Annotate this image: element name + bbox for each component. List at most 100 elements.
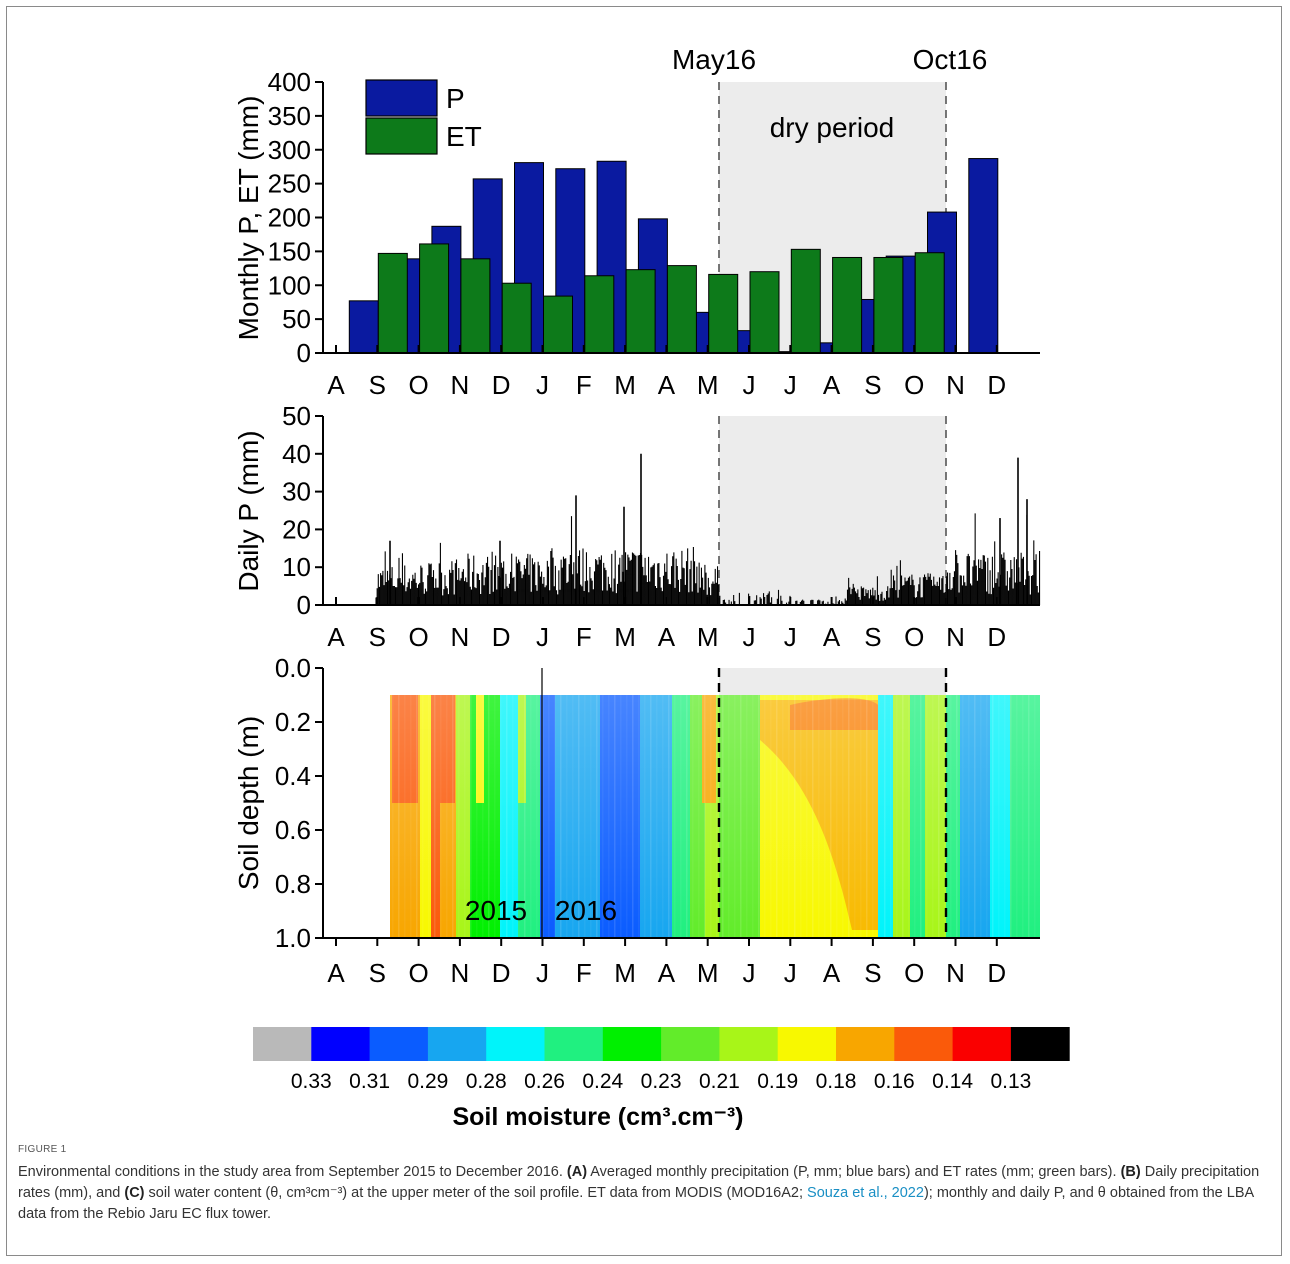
bar-et (708, 273, 739, 354)
bar-et (790, 248, 821, 354)
colorbar-tick-label: 0.24 (582, 1070, 623, 1093)
x-tick-label: S (369, 622, 386, 652)
x-tick-label: O (408, 622, 428, 652)
x-tick-label: O (408, 370, 428, 400)
colorbar: 0.33 0.31 0.29 0.28 0.26 0.24 0.23 0.21 0.19 0.18… (253, 1027, 1070, 1131)
y-tick-label: 400 (268, 67, 311, 97)
bar-et (377, 252, 408, 354)
caption-sentence-2: Averaged monthly precipitation (P, mm; b… (587, 1164, 1121, 1180)
bar-et (625, 269, 656, 354)
figure-caption: Environmental conditions in the study ar… (18, 1162, 1268, 1225)
colorbar-cell (661, 1027, 720, 1061)
x-tick-label: D (492, 622, 511, 652)
colorbar-cell (894, 1027, 954, 1061)
x-tick-label: M (697, 622, 719, 652)
x-tick-label: F (576, 370, 592, 400)
bar-et (873, 256, 904, 354)
y-tick-label: 0.4 (275, 761, 311, 791)
x-tick-label: J (784, 622, 797, 652)
dry-period-shade-b (719, 416, 946, 605)
dry-period-shade-c (719, 668, 946, 695)
dry-period-end-label: Oct16 (913, 44, 988, 75)
caption-sentence-1: Environmental conditions in the study ar… (18, 1164, 567, 1180)
x-tick-label: A (327, 622, 345, 652)
legend-p-swatch (365, 79, 438, 117)
y-tick-label: 300 (268, 135, 311, 165)
x-tick-label: A (823, 370, 841, 400)
figure-frame (6, 6, 1282, 1256)
x-tick-label: J (536, 622, 549, 652)
dry-period-label: dry period (770, 112, 895, 143)
x-tick-label: J (536, 958, 549, 988)
colorbar-tick-label: 0.23 (641, 1070, 682, 1093)
colorbar-tick-label: 0.18 (816, 1070, 857, 1093)
x-tick-label: S (864, 958, 881, 988)
x-tick-label: J (784, 958, 797, 988)
colorbar-cell (253, 1027, 312, 1061)
colorbar-tick-label: 0.28 (466, 1070, 507, 1093)
x-tick-label: M (614, 622, 636, 652)
x-tick-label: O (904, 622, 924, 652)
daily-bars (375, 453, 1041, 605)
y-tick-label: 50 (282, 401, 311, 431)
depth-shading (390, 695, 1040, 938)
colorbar-tick-label: 0.31 (349, 1070, 390, 1093)
panel-b-y-axis-label: Daily P (mm) (233, 430, 264, 591)
colorbar-cells (253, 1027, 1070, 1061)
x-tick-label: N (451, 622, 470, 652)
bar-p (968, 158, 999, 354)
colorbar-tick-label: 0.26 (524, 1070, 565, 1093)
bar-et (832, 256, 863, 354)
x-tick-label: M (614, 958, 636, 988)
x-tick-label: N (946, 370, 965, 400)
daily-precip-bars (375, 513, 1041, 605)
x-tick-label: J (743, 958, 756, 988)
y-tick-label: 40 (282, 439, 311, 469)
colorbar-tick-label: 0.13 (990, 1070, 1031, 1093)
bar-et (501, 282, 532, 354)
colorbar-tick-label: 0.21 (699, 1070, 740, 1093)
colorbar-cell (486, 1027, 545, 1061)
y-tick-label: 150 (268, 236, 311, 266)
caption-sentence-4: soil water content (θ, cm³cm⁻³) at the u… (144, 1185, 808, 1201)
colorbar-cell (836, 1027, 895, 1061)
panel-c: 2015 2016 0.00.20.40.60.81.0A S O N D J F M A M J J… (233, 653, 1040, 988)
x-tick-label: M (697, 370, 719, 400)
x-tick-label: N (946, 622, 965, 652)
panel-a-y-axis-label: Monthly P, ET (mm) (233, 96, 264, 341)
dry-period-start-label: May16 (672, 44, 756, 75)
x-tick-label: S (864, 622, 881, 652)
x-tick-label: S (864, 370, 881, 400)
x-tick-label: D (492, 958, 511, 988)
y-tick-label: 0 (297, 338, 311, 368)
caption-reference-link[interactable]: Souza et al., 2022 (807, 1185, 924, 1201)
colorbar-cell (777, 1027, 837, 1061)
y-tick-label: 1.0 (275, 923, 311, 953)
x-tick-label: A (327, 958, 345, 988)
x-tick-label: A (823, 958, 841, 988)
x-tick-label: D (987, 622, 1006, 652)
colorbar-label: Soil moisture (cm³.cm⁻³) (452, 1103, 743, 1131)
x-tick-label: D (987, 958, 1006, 988)
x-tick-label: N (451, 370, 470, 400)
figure-canvas: dry period May16 Oct16 05010015020025030… (233, 44, 1070, 1131)
year-label-2016: 2016 (555, 895, 617, 926)
legend-et-swatch (365, 117, 438, 155)
x-tick-label: F (576, 958, 592, 988)
colorbar-cell (1010, 1027, 1070, 1061)
x-tick-label: J (743, 622, 756, 652)
bar-et (543, 295, 573, 354)
colorbar-cell (719, 1027, 779, 1061)
x-tick-label: O (904, 958, 924, 988)
x-tick-label: J (784, 370, 797, 400)
panel-c-y-axis-label: Soil depth (m) (233, 716, 264, 890)
colorbar-cell (369, 1027, 429, 1061)
figure-label: FIGURE 1 (18, 1144, 67, 1155)
y-tick-label: 250 (268, 169, 311, 199)
colorbar-cell (427, 1027, 487, 1061)
colorbar-tick-label: 0.16 (874, 1070, 915, 1093)
y-tick-label: 0.8 (275, 869, 311, 899)
x-tick-label: A (327, 370, 345, 400)
